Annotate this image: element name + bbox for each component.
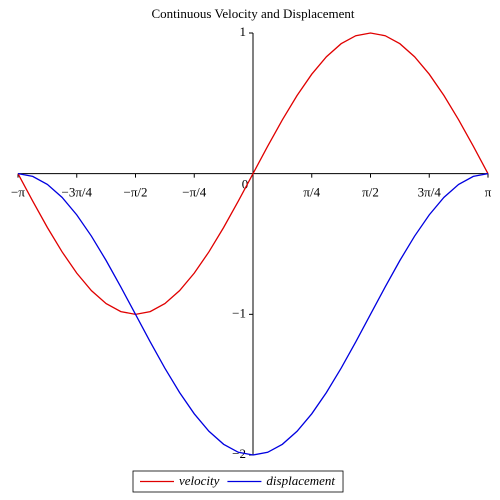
chart-title: Continuous Velocity and Displacement	[151, 6, 354, 21]
data-line	[17, 173, 489, 456]
y-tick-label: −2	[232, 446, 246, 461]
x-tick-label: −π/4	[182, 185, 207, 200]
x-tick-label: −π/2	[123, 185, 147, 200]
x-tick-label: π/4	[303, 185, 320, 200]
y-tick-label: 1	[240, 24, 247, 39]
legend-label: displacement	[266, 473, 335, 488]
x-tick-label: −π	[11, 185, 25, 200]
x-tick-label: 0	[242, 177, 249, 192]
x-tick-label: −3π/4	[61, 185, 92, 200]
data-line	[17, 32, 489, 315]
x-tick-label: 3π/4	[418, 185, 442, 200]
legend: velocity displacement	[132, 470, 344, 493]
x-tick-label: π/2	[362, 185, 379, 200]
legend-label: velocity	[179, 473, 220, 488]
x-tick-label: π	[485, 185, 492, 200]
y-tick-label: −1	[232, 305, 246, 320]
